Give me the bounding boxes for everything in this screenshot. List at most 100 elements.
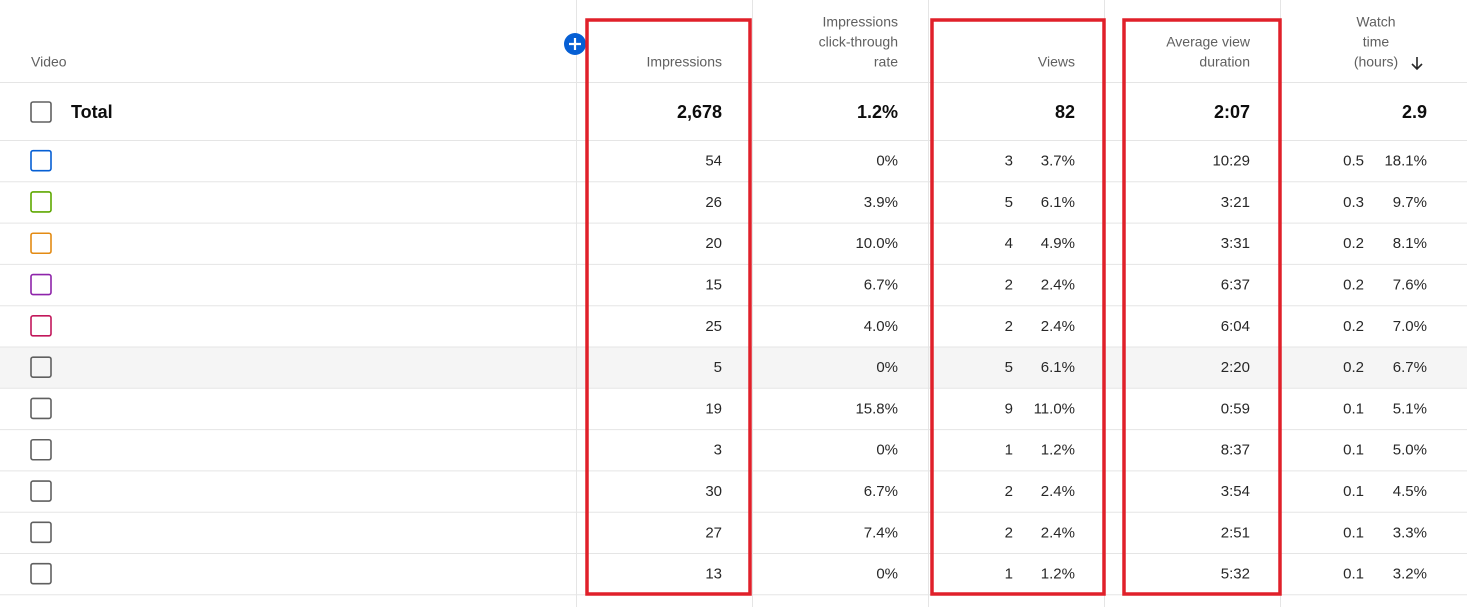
cell-value: 4.0%	[864, 318, 898, 335]
cell-value: 5.1%	[1393, 400, 1427, 417]
checkbox[interactable]	[30, 149, 52, 172]
cell-value: 20	[705, 235, 722, 252]
checkbox[interactable]	[30, 397, 52, 420]
cell-value: 0.5	[1343, 153, 1364, 170]
cell-value: 0%	[876, 442, 898, 459]
cell-value: 4.5%	[1393, 483, 1427, 500]
cell-value: 0.2	[1343, 359, 1364, 376]
cell-value: 5	[714, 359, 722, 376]
column-header: (hours)	[1354, 54, 1398, 70]
highlight-boxes	[585, 18, 1282, 596]
column-header: Impressions	[823, 14, 898, 30]
checkbox[interactable]	[30, 438, 52, 461]
cell-value: 0.1	[1343, 524, 1364, 541]
cell-value: 6.7%	[864, 277, 898, 294]
checkbox[interactable]	[30, 273, 52, 296]
checkbox[interactable]	[30, 101, 52, 123]
cell-value: 5	[1005, 194, 1013, 211]
column-header: click-through	[819, 34, 898, 50]
cell-value: 0.2	[1343, 235, 1364, 252]
cell-value: 2.4%	[1041, 318, 1075, 335]
cell-value: 3	[1005, 153, 1013, 170]
cell-value: 3:54	[1221, 483, 1250, 500]
cell-value: 13	[705, 566, 722, 583]
cell-value: 7.4%	[864, 524, 898, 541]
checkbox[interactable]	[30, 480, 52, 502]
cell-value: 54	[705, 153, 722, 170]
cell-value: 0.1	[1343, 400, 1364, 417]
cell-value: 6:04	[1221, 318, 1250, 335]
column-header: duration	[1199, 54, 1250, 70]
cell-value: 27	[705, 524, 722, 541]
cell-value: 1	[1005, 566, 1013, 583]
total-value: 2.9	[1402, 102, 1427, 122]
total-value: 2:07	[1214, 102, 1250, 122]
checkbox[interactable]	[30, 356, 52, 378]
cell-value: 0.1	[1343, 442, 1364, 459]
cell-value: 7.0%	[1393, 318, 1427, 335]
cell-value: 0.3	[1343, 194, 1364, 211]
cell-value: 3.3%	[1393, 524, 1427, 541]
plus-icon	[569, 38, 581, 50]
cell-value: 7.6%	[1393, 277, 1427, 294]
cell-value: 0.1	[1343, 566, 1364, 583]
total-value: 1.2%	[857, 102, 898, 122]
checkbox[interactable]	[30, 521, 52, 544]
checkbox[interactable]	[30, 562, 52, 585]
cell-value: 3.2%	[1393, 566, 1427, 583]
cell-value: 2:20	[1221, 359, 1250, 376]
checkbox[interactable]	[30, 191, 52, 213]
cell-value: 0%	[876, 153, 898, 170]
cell-value: 15.8%	[855, 400, 898, 417]
total-value: 82	[1055, 102, 1075, 122]
cell-value: 1.2%	[1041, 566, 1075, 583]
cell-value: 2	[1005, 318, 1013, 335]
cell-value: 2	[1005, 483, 1013, 500]
cell-value: 3.9%	[864, 194, 898, 211]
cell-value: 5.0%	[1393, 442, 1427, 459]
cell-value: 9.7%	[1393, 194, 1427, 211]
cell-value: 4.9%	[1041, 235, 1075, 252]
cell-value: 6.7%	[1393, 359, 1427, 376]
checkbox[interactable]	[30, 315, 52, 337]
cell-value: 18.1%	[1384, 153, 1427, 170]
cell-value: 6:37	[1221, 277, 1250, 294]
cell-value: 6.1%	[1041, 194, 1075, 211]
total-value: 2,678	[677, 102, 722, 122]
cell-value: 2:51	[1221, 524, 1250, 541]
column-header: Impressions	[647, 54, 722, 70]
cell-value: 11.0%	[1034, 400, 1075, 417]
cell-value: 0:59	[1221, 400, 1250, 417]
cell-value: 1.2%	[1041, 442, 1075, 459]
total-label: Total	[71, 102, 113, 122]
cell-value: 0.1	[1343, 483, 1364, 500]
column-header: Views	[1038, 54, 1075, 70]
cell-value: 6.1%	[1041, 359, 1075, 376]
cell-value: 0.2	[1343, 318, 1364, 335]
cell-value: 9	[1005, 400, 1013, 417]
cell-value: 19	[705, 400, 722, 417]
cell-value: 5:32	[1221, 566, 1250, 583]
row-highlight	[0, 347, 1467, 388]
cell-value: 3:31	[1221, 235, 1250, 252]
cell-value: 8:37	[1221, 442, 1250, 459]
cell-value: 3.7%	[1041, 153, 1075, 170]
cell-value: 3:21	[1221, 194, 1250, 211]
sort-arrow[interactable]	[1411, 57, 1423, 71]
checkbox[interactable]	[30, 232, 52, 255]
cell-value: 3	[714, 442, 722, 459]
cell-value: 0.2	[1343, 277, 1364, 294]
cell-value: 2.4%	[1041, 277, 1075, 294]
column-header: time	[1363, 34, 1390, 50]
cell-value: 6.7%	[864, 483, 898, 500]
cell-value: 1	[1005, 442, 1013, 459]
cell-value: 0%	[876, 359, 898, 376]
column-header: Video	[31, 54, 67, 70]
column-header: rate	[874, 54, 898, 70]
cell-value: 2.4%	[1041, 524, 1075, 541]
cell-value: 2.4%	[1041, 483, 1075, 500]
cell-value: 2	[1005, 524, 1013, 541]
cell-value: 0%	[876, 566, 898, 583]
cell-value: 8.1%	[1393, 235, 1427, 252]
